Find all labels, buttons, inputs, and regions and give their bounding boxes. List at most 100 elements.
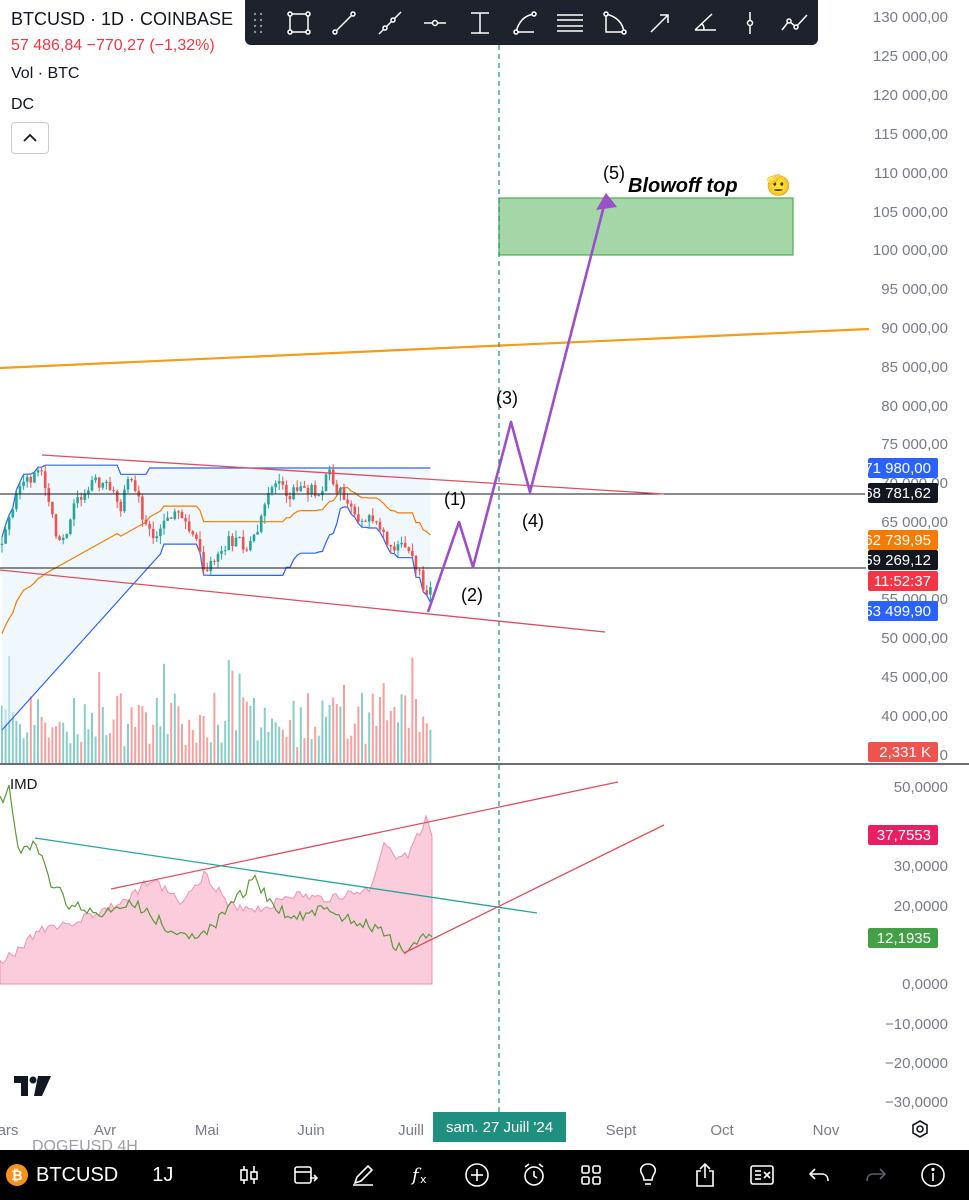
- candle-body: [72, 503, 76, 520]
- candle-body: [360, 520, 364, 522]
- volume-bar: [152, 724, 155, 763]
- candle-body: [205, 569, 209, 571]
- chart-settings-icon[interactable]: [910, 1119, 930, 1144]
- redo-icon[interactable]: [852, 1155, 900, 1195]
- volume-bar: [1, 705, 3, 763]
- volume-bar: [425, 723, 428, 763]
- horizontal-ray-tool-icon[interactable]: [412, 3, 457, 43]
- volume-bar: [418, 731, 421, 763]
- price-tick: 90 000,00: [881, 320, 948, 337]
- candle-body: [177, 511, 180, 513]
- drawing-icon[interactable]: [339, 1155, 387, 1195]
- object-tree-icon[interactable]: [738, 1155, 786, 1195]
- price-tick: 0: [940, 747, 948, 764]
- candle-body: [371, 515, 375, 522]
- imd-trend-upper[interactable]: [110, 781, 619, 890]
- time-tick: ars: [0, 1122, 18, 1139]
- volume-bar: [274, 722, 277, 763]
- fib-retracement-tool-icon[interactable]: [547, 3, 592, 43]
- volume-bar: [127, 723, 129, 763]
- candle-body: [169, 517, 173, 519]
- price-range-tool-icon[interactable]: [457, 3, 502, 43]
- candle-body: [403, 542, 407, 548]
- price-badge-bg: [868, 571, 938, 591]
- resistance-trendline[interactable]: [0, 327, 870, 370]
- elliott-wave-path[interactable]: [426, 197, 608, 613]
- candle-body: [335, 484, 339, 493]
- imd-trend-teal[interactable]: [34, 837, 538, 914]
- imd-tick: 0,0000: [902, 976, 948, 993]
- volume-bar: [357, 706, 360, 763]
- donchian-legend[interactable]: DC: [11, 96, 35, 113]
- volume-bar: [109, 733, 111, 763]
- rectangle-tool-icon[interactable]: [277, 3, 322, 43]
- candle-body: [43, 471, 47, 489]
- imd-axis[interactable]: 50,0000 30,0000 20,0000 0,0000 −10,0000 −20,0…: [885, 779, 948, 1111]
- volume-bar: [148, 743, 151, 763]
- candle-body: [83, 493, 87, 500]
- trend-line-tool-icon[interactable]: [322, 3, 367, 43]
- candle-body: [414, 556, 418, 570]
- candle-body: [400, 542, 403, 545]
- volume-bar: [220, 742, 223, 763]
- angle-tool-icon[interactable]: [683, 3, 728, 43]
- symbol-selector[interactable]: ₿ BTCUSD: [6, 1164, 118, 1187]
- alert-icon[interactable]: [510, 1155, 558, 1195]
- ideas-icon[interactable]: [624, 1155, 672, 1195]
- candle-body: [288, 496, 292, 500]
- imd-legend[interactable]: IMD: [10, 776, 38, 793]
- candle-body: [4, 529, 7, 544]
- price-axis[interactable]: 130 000,00 125 000,00 120 000,00 115 000,00…: [873, 9, 948, 764]
- volume-bar: [260, 727, 263, 763]
- undo-icon[interactable]: [795, 1155, 843, 1195]
- curve-tool-icon[interactable]: [593, 3, 638, 43]
- candle-type-icon[interactable]: [225, 1155, 273, 1195]
- arrow-tool-icon[interactable]: [638, 3, 683, 43]
- candle-body: [245, 549, 249, 551]
- volume-bar: [40, 717, 43, 763]
- add-icon[interactable]: [453, 1155, 501, 1195]
- target-zone[interactable]: [498, 197, 794, 256]
- candle-body: [328, 469, 331, 475]
- compare-icon[interactable]: [282, 1155, 330, 1195]
- candle-body: [267, 492, 270, 505]
- interval-selector[interactable]: 1J: [152, 1163, 174, 1186]
- svg-text:x: x: [420, 1173, 427, 1186]
- candle-body: [130, 479, 133, 481]
- layouts-icon[interactable]: [567, 1155, 615, 1195]
- volume-bar: [389, 710, 392, 763]
- info-icon[interactable]: [909, 1155, 957, 1195]
- vertical-line-tool-icon[interactable]: [728, 3, 773, 43]
- share-icon[interactable]: [681, 1155, 729, 1195]
- price-badge-bg: [868, 742, 938, 762]
- ray-tool-icon[interactable]: [367, 3, 412, 43]
- price-tick: 40 000,00: [881, 708, 948, 725]
- path-tool-icon[interactable]: [773, 3, 818, 43]
- toolbar-grip-icon[interactable]: [253, 8, 267, 38]
- collapse-legend-button[interactable]: [11, 122, 49, 154]
- volume-bar: [339, 706, 342, 763]
- wave-label-5: (5): [603, 163, 625, 183]
- volume-bar: [415, 699, 417, 763]
- candle-body: [378, 521, 382, 530]
- candle-body: [321, 490, 324, 496]
- volume-bar: [199, 715, 201, 763]
- volume-bar: [231, 670, 234, 763]
- volume-bar: [325, 716, 327, 763]
- volume-bar: [51, 727, 54, 763]
- time-axis[interactable]: ars Avr Mai Juin Juill Sept Oct Nov: [0, 1122, 840, 1139]
- volume-bar: [209, 742, 212, 763]
- candle-body: [281, 481, 285, 485]
- channel-upper-line[interactable]: [41, 454, 665, 495]
- arc-tool-icon[interactable]: [502, 3, 547, 43]
- volume-bar: [256, 740, 259, 763]
- symbol-title[interactable]: BTCUSD · 1D · COINBASE: [11, 9, 234, 29]
- channel-lower-line[interactable]: [0, 569, 606, 633]
- volume-legend[interactable]: Vol · BTC: [11, 65, 80, 82]
- imd-trend-lower[interactable]: [403, 824, 665, 954]
- candle-body: [133, 480, 137, 492]
- volume-bar: [368, 712, 371, 763]
